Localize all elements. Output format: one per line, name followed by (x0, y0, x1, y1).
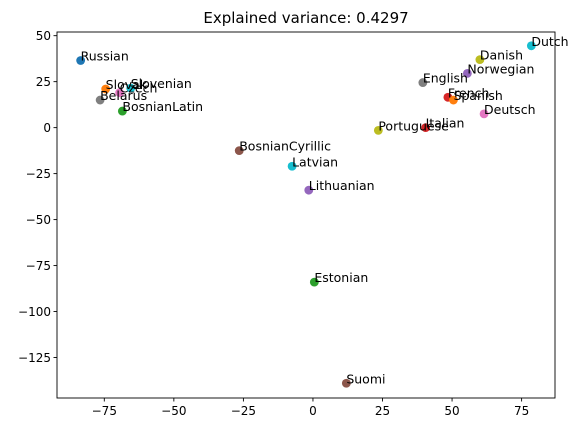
x-tick-label: 50 (444, 404, 459, 418)
data-point-label: Norwegian (467, 61, 534, 76)
data-point-label: Latvian (292, 154, 338, 169)
data-point (341, 378, 351, 388)
data-point-label: Lithuanian (309, 178, 375, 193)
data-point (479, 109, 489, 119)
data-point (234, 146, 244, 156)
data-point-label: Portuguese (378, 118, 449, 133)
data-point (526, 41, 536, 51)
x-tick-label: −50 (161, 404, 186, 418)
data-point-label: BosnianCyrillic (239, 139, 331, 154)
data-point (373, 125, 383, 135)
x-tick-label: 75 (514, 404, 529, 418)
data-point (126, 83, 136, 93)
data-point-label: Dutch (531, 34, 568, 49)
data-point-label: Italian (426, 116, 465, 131)
y-axis: 50 25 0 −25 −50 −75 −100 −125 (18, 29, 57, 365)
data-point (418, 78, 428, 87)
y-tick-label: 0 (43, 121, 51, 135)
points-layer (76, 41, 536, 388)
data-point (117, 106, 127, 116)
y-tick-label: 25 (36, 75, 51, 89)
x-tick-label: 0 (309, 404, 317, 418)
data-point-label: Spanish (453, 88, 502, 103)
data-point (449, 95, 458, 105)
data-point-label: BosnianLatin (122, 99, 203, 114)
data-point (287, 161, 297, 171)
x-tick-label: −25 (231, 404, 256, 418)
y-tick-label: −125 (18, 351, 51, 365)
data-point-label: Estonian (314, 270, 368, 285)
data-point (115, 88, 124, 98)
data-point-label: Russian (81, 49, 129, 64)
data-point (462, 68, 472, 78)
data-point-label: Belarus (100, 88, 147, 103)
data-point-label: Slovak (106, 77, 148, 92)
data-point (421, 123, 431, 133)
data-point-label: Deutsch (484, 102, 535, 117)
chart-title: Explained variance: 0.4297 (203, 9, 408, 27)
x-tick-label: −75 (92, 404, 117, 418)
labels-layer: RussianSlovakSlovenianCzechBelarusBosnia… (81, 34, 569, 386)
data-point (76, 56, 86, 65)
data-point-label: Danish (480, 48, 523, 63)
data-point (95, 95, 105, 105)
y-tick-label: −25 (26, 167, 51, 181)
y-tick-label: −75 (26, 259, 51, 273)
data-point-label: Suomi (346, 371, 385, 386)
data-point (101, 84, 111, 94)
data-point-label: English (423, 71, 468, 86)
data-point (475, 55, 485, 64)
y-tick-label: −100 (18, 305, 51, 319)
y-tick-label: −50 (26, 213, 51, 227)
x-tick-label: 25 (375, 404, 390, 418)
axes-frame (56, 31, 556, 399)
data-point (309, 277, 319, 287)
data-point-label: French (448, 85, 490, 100)
data-point-label: Slovenian (131, 76, 192, 91)
data-point-label: Czech (120, 81, 158, 96)
data-point (304, 185, 314, 195)
y-tick-label: 50 (36, 29, 51, 43)
x-axis: −75 −50 −25 0 25 50 75 (92, 398, 529, 418)
